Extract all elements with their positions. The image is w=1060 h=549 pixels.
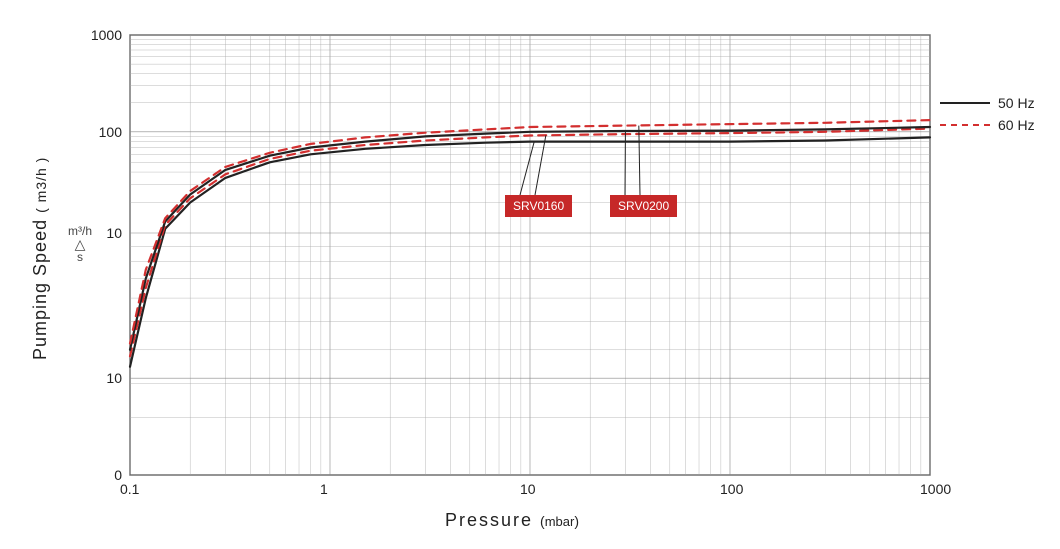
y-tick-label: 10 — [82, 225, 122, 241]
y-tick-label: 1000 — [82, 27, 122, 43]
x-tick-label: 10 — [520, 481, 536, 497]
x-tick-label: 1000 — [920, 481, 951, 497]
x-tick-label: 1 — [320, 481, 328, 497]
legend-label-50hz: 50 Hz — [998, 95, 1035, 111]
y-tick-label: 10 — [82, 370, 122, 386]
x-axis-label-text: Pressure — [445, 510, 533, 530]
callout-srv0200: SRV0200 — [610, 195, 677, 217]
callout-srv0160: SRV0160 — [505, 195, 572, 217]
y-axis-label: Pumping Speed ( m3/h ) — [30, 157, 51, 360]
legend: 50 Hz 60 Hz — [940, 95, 1035, 139]
callout-srv0160-label: SRV0160 — [513, 199, 564, 213]
legend-item-50hz: 50 Hz — [940, 95, 1035, 111]
x-tick-label: 0.1 — [120, 481, 139, 497]
legend-item-60hz: 60 Hz — [940, 117, 1035, 133]
y-unit-bottom: s — [77, 250, 83, 264]
chart-container: Pumping Speed ( m3/h ) m³/h △ s Pressure… — [0, 0, 1060, 549]
legend-label-60hz: 60 Hz — [998, 117, 1035, 133]
y-axis-unit: ( m3/h ) — [33, 157, 49, 213]
x-tick-label: 100 — [720, 481, 743, 497]
legend-swatch-50hz — [940, 102, 990, 104]
y-tick-label: 0 — [82, 467, 122, 483]
y-axis-label-text: Pumping Speed — [30, 219, 50, 360]
y-tick-label: 100 — [82, 124, 122, 140]
plot-svg — [0, 0, 1060, 549]
legend-swatch-60hz — [940, 124, 990, 126]
callout-srv0200-label: SRV0200 — [618, 199, 669, 213]
x-axis-label: Pressure (mbar) — [445, 510, 579, 531]
